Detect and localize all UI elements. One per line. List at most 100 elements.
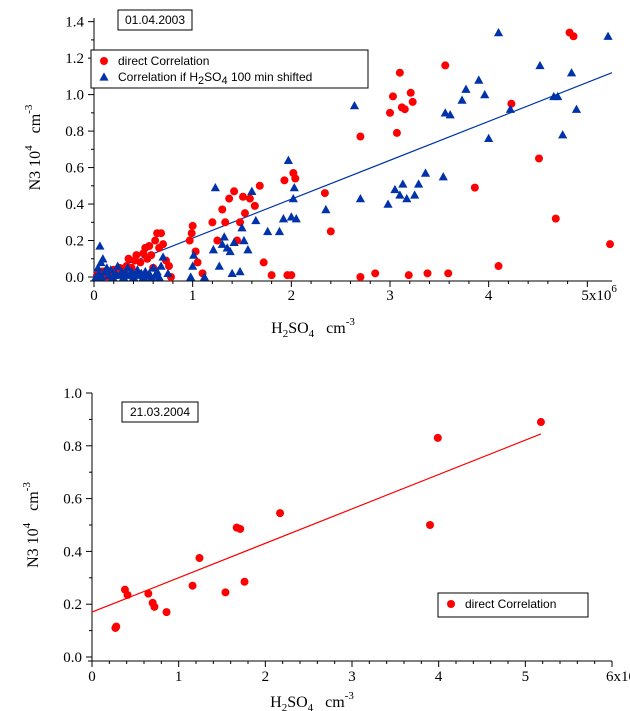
data-point-circle <box>406 88 415 97</box>
data-point-triangle <box>278 214 289 223</box>
y-axis-label: N3 104 cm-3 <box>23 104 44 190</box>
data-point-circle <box>162 608 171 617</box>
data-point-circle <box>250 201 259 210</box>
data-point-triangle <box>402 193 412 203</box>
data-point-triangle <box>484 133 494 143</box>
data-point-circle <box>291 174 300 183</box>
x-tick-label: 0 <box>88 669 96 685</box>
data-point-circle <box>132 251 141 260</box>
data-point-circle <box>356 132 365 141</box>
data-point-circle <box>400 105 409 114</box>
data-point-circle <box>276 509 285 518</box>
data-point-triangle <box>535 60 545 70</box>
y-tick-label: 0.4 <box>63 544 82 560</box>
data-point-triangle <box>113 261 123 270</box>
data-point-triangle <box>98 254 108 263</box>
data-point-triangle <box>289 183 299 192</box>
data-point-triangle <box>156 261 166 270</box>
data-point-circle <box>193 258 202 267</box>
legend-box <box>437 592 589 618</box>
data-point-triangle <box>154 272 164 281</box>
data-point-circle <box>245 194 254 203</box>
data-point-circle <box>395 68 404 77</box>
data-point-triangle <box>122 263 133 272</box>
data-point-circle <box>408 97 417 106</box>
data-point-triangle <box>383 199 393 208</box>
data-point-triangle <box>148 263 158 272</box>
date-label: 21.03.2004 <box>130 405 190 419</box>
legend-entry-label: Correlation if H2SO4 100 min shifted <box>118 70 312 87</box>
data-point-circle <box>145 241 154 250</box>
data-point-triangle <box>243 245 253 254</box>
data-point-circle <box>187 229 196 238</box>
data-point-circle <box>426 521 434 529</box>
data-point-circle <box>320 189 329 198</box>
data-point-triangle <box>199 272 210 281</box>
data-point-triangle <box>217 239 227 248</box>
fit-line <box>91 433 542 613</box>
data-point-circle <box>240 577 249 586</box>
data-point-triangle <box>247 186 257 195</box>
data-point-circle <box>259 258 268 267</box>
data-point-circle <box>494 262 503 271</box>
data-point-triangle <box>440 108 450 117</box>
data-point-circle <box>326 227 335 236</box>
data-point-triangle <box>219 232 229 241</box>
data-point-triangle <box>95 241 105 250</box>
y-tick-label: 0.0 <box>65 270 84 286</box>
data-point-triangle <box>229 237 239 247</box>
series-2 <box>91 27 613 281</box>
data-point-circle <box>144 589 153 598</box>
y-tick-label: 0.6 <box>63 492 82 508</box>
data-point-circle <box>255 181 264 190</box>
data-point-circle <box>441 61 450 70</box>
y-tick-label: 0.2 <box>65 234 84 250</box>
y-tick-label: 1.2 <box>65 51 84 67</box>
data-point-circle <box>230 187 239 196</box>
data-point-triangle <box>493 27 504 37</box>
data-point-triangle <box>420 168 431 177</box>
fit-line <box>93 72 613 278</box>
data-point-triangle <box>603 31 613 40</box>
x-tick-label: 4 <box>435 669 443 685</box>
legend-marker <box>447 600 455 608</box>
bottom-chart: 0.0 0.2 0.4 0.6 0.8 1.0 0 1 2 3 4 5 6x106 H2SO4 cm-3 N… <box>21 386 630 711</box>
data-point-circle <box>123 590 132 599</box>
data-point-circle <box>136 258 145 267</box>
data-point-triangle <box>558 130 568 139</box>
data-point-circle <box>195 554 204 562</box>
x-tick-label: 1 <box>175 669 183 685</box>
data-point-circle <box>444 269 453 278</box>
data-point-triangle <box>414 179 424 188</box>
y-tick-label: 1.4 <box>65 15 84 31</box>
data-point-circle <box>225 194 234 203</box>
top-chart: 0.0 0.2 0.4 0.6 0.8 1.0 1.2 1.4 0 1 2 3 4 5x106 H2SO4 … <box>23 9 617 340</box>
data-point-circle <box>392 128 401 137</box>
x-tick-label: 5 <box>522 669 530 685</box>
x-axis-label: H2SO4 cm-3 <box>271 316 355 340</box>
data-point-circle <box>371 269 380 278</box>
data-point-circle <box>388 92 397 101</box>
data-point-circle <box>470 183 479 192</box>
data-point-circle <box>534 154 543 163</box>
data-point-circle <box>404 271 413 280</box>
data-point-triangle <box>355 193 365 203</box>
data-point-circle <box>287 271 296 280</box>
x-tick-label: 1 <box>189 288 197 304</box>
data-point-triangle <box>93 263 103 272</box>
data-point-circle <box>112 622 121 631</box>
data-point-circle <box>433 433 442 442</box>
data-point-triangle <box>395 190 405 199</box>
data-point-circle <box>569 32 578 41</box>
data-point-circle <box>267 271 276 280</box>
data-point-triangle <box>474 75 484 84</box>
legend-entry-label: direct Correlation <box>118 54 209 68</box>
data-point-triangle <box>457 95 467 104</box>
data-point-triangle <box>237 223 247 232</box>
x-tick-label: 5x106 <box>581 283 617 304</box>
x-axis-label: H2SO4 cm-3 <box>270 690 354 711</box>
data-point-triangle <box>398 179 408 188</box>
data-point-circle <box>240 209 249 218</box>
data-point-triangle <box>286 212 296 221</box>
